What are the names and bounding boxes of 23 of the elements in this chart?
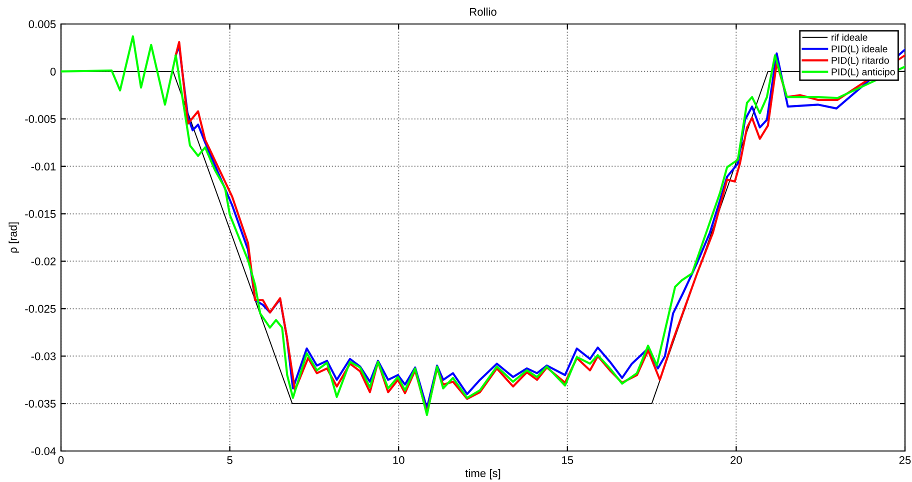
y-tick-label: 0	[50, 68, 56, 76]
legend-label: rif ideale	[832, 34, 868, 41]
x-tick-label: 5	[227, 456, 232, 464]
x-tick-label: 15	[562, 456, 574, 464]
y-tick-label: -0.015	[25, 210, 56, 218]
y-tick-label: -0.02	[31, 257, 56, 266]
x-tick-label: 0	[58, 456, 64, 464]
x-tick-label: 20	[730, 456, 742, 464]
y-tick-label: -0.025	[25, 304, 56, 313]
x-tick-label: 25	[899, 456, 911, 464]
y-tick-label: -0.005	[25, 115, 56, 124]
legend-label: PID(L) ideale	[832, 45, 888, 54]
x-axis-title: time [s]	[465, 468, 500, 480]
y-tick-label: -0.04	[31, 447, 56, 456]
y-tick-label: -0.01	[31, 162, 56, 170]
y-tick-label: -0.035	[25, 400, 56, 408]
legend-label: PID(L) ritardo	[832, 56, 889, 66]
chart-title: Rollio	[470, 8, 496, 16]
y-tick-label: 0.005	[28, 20, 56, 28]
x-tick-label: 10	[393, 456, 404, 464]
legend-label: PID(L) anticipo	[832, 68, 895, 78]
y-tick-label: -0.03	[31, 352, 56, 360]
y-axis-title: ρ [rad]	[8, 222, 20, 253]
